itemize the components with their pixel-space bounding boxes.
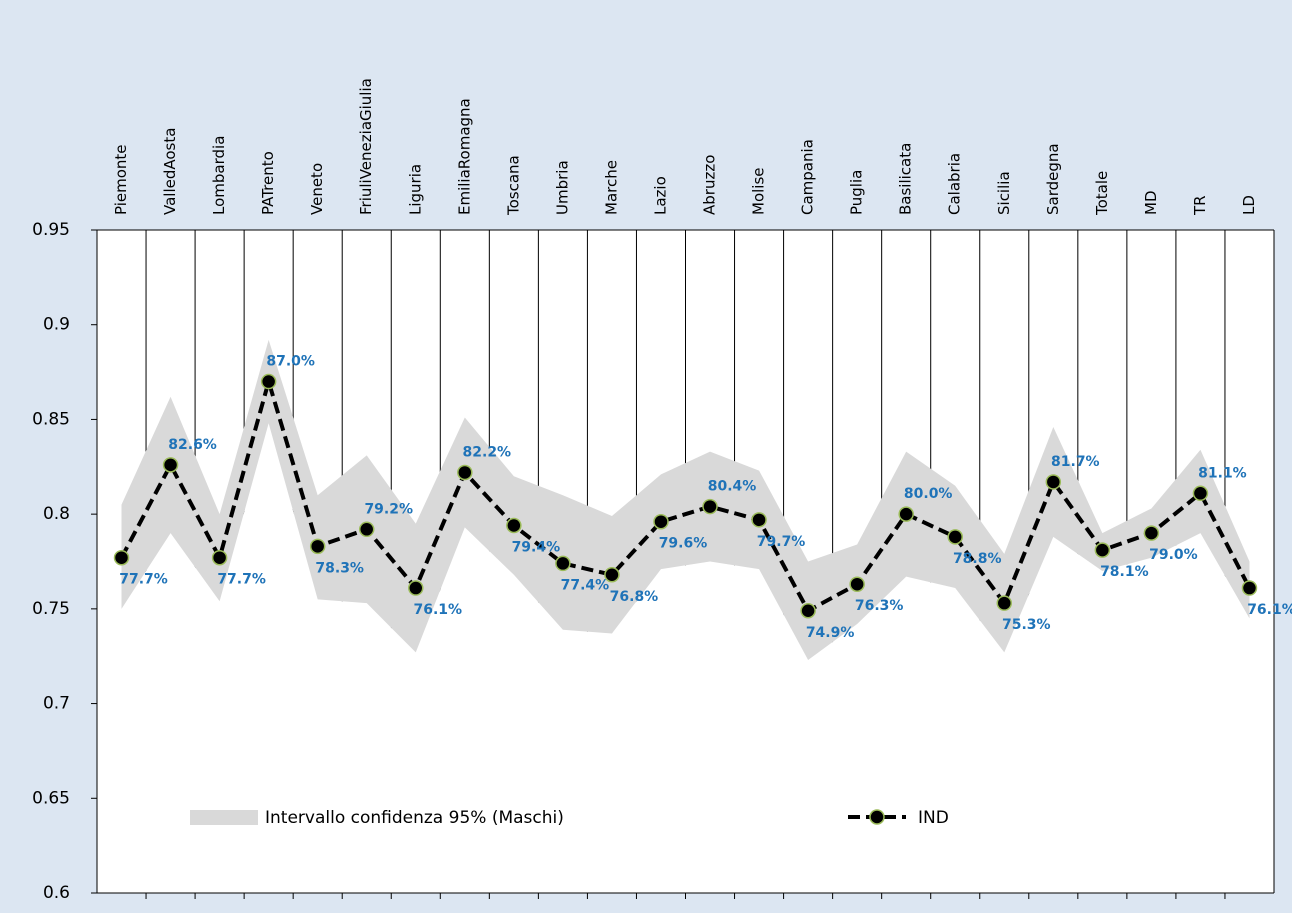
ind-line <box>119 374 1252 614</box>
ind-marker <box>211 549 228 566</box>
ind-marker <box>408 580 424 596</box>
x-tick-label: EmiliaRomagna <box>455 98 473 215</box>
chart-layer: 0.6 0.65 0.7 0.75 0.8 0.85 0.9 0.95 Piemonte Vall… <box>32 78 1292 903</box>
x-tick-label: Liguria <box>406 164 424 215</box>
value-label: 78.3% <box>315 560 364 576</box>
value-label: 78.8% <box>953 551 1002 567</box>
ind-marker <box>800 603 816 619</box>
value-label: 79.4% <box>512 540 561 556</box>
ind-marker <box>1143 525 1160 541</box>
x-tick-label: Lombardia <box>210 136 228 215</box>
y-tick-label: 0.65 <box>32 788 70 808</box>
x-tick-label: Sardegna <box>1044 143 1062 215</box>
x-tick-label: Puglia <box>848 170 866 215</box>
ind-marker <box>113 549 130 566</box>
x-tick-label: Umbria <box>553 160 571 215</box>
ind-marker <box>358 521 375 538</box>
x-tick-label: Abruzzo <box>701 155 719 215</box>
value-label: 79.0% <box>1149 547 1198 563</box>
confidence-band <box>121 339 1250 661</box>
ind-marker <box>947 529 963 545</box>
legend-marker <box>869 809 885 825</box>
ind-marker <box>653 513 669 530</box>
x-tick-label: Basilicata <box>897 143 915 215</box>
y-tick-label: 0.75 <box>32 599 70 619</box>
y-tick-label: 0.8 <box>43 504 70 524</box>
x-tick-label: Piemonte <box>112 144 130 215</box>
value-label: 76.1% <box>413 602 462 618</box>
value-label: 79.2% <box>364 501 413 517</box>
y-tick-label: 0.95 <box>32 220 70 240</box>
ind-marker <box>751 512 767 528</box>
ind-marker <box>849 576 865 592</box>
value-label: 79.7% <box>757 534 806 550</box>
legend-label: IND <box>918 808 949 828</box>
value-label: 87.0% <box>266 354 315 370</box>
value-label: 80.4% <box>708 479 757 495</box>
x-tick-label: PATrento <box>259 151 277 215</box>
x-tick-label: Veneto <box>308 163 326 215</box>
ind-marker <box>555 555 571 572</box>
value-label: 74.9% <box>806 625 855 641</box>
ind-marker <box>506 517 522 534</box>
x-tick-label: Sicilia <box>995 171 1013 215</box>
band-base <box>121 423 1250 893</box>
x-tick-label: TR <box>1191 195 1209 216</box>
ind-marker <box>702 498 718 515</box>
x-tick-label: Molise <box>750 168 768 216</box>
value-label: 81.7% <box>1051 454 1100 470</box>
ind-marker <box>1045 474 1062 490</box>
value-label: 78.1% <box>1100 564 1149 580</box>
value-label: 82.2% <box>463 444 512 460</box>
y-tick-label: 0.6 <box>43 883 70 903</box>
value-label: 79.6% <box>659 536 708 552</box>
x-tick-label: Marche <box>602 160 620 215</box>
ind-marker <box>260 373 277 390</box>
x-tick-label: Campania <box>799 139 817 215</box>
value-label: 82.6% <box>168 437 217 453</box>
ind-marker <box>1192 485 1209 502</box>
legend-label: Intervallo confidenza 95% (Maschi) <box>265 808 564 828</box>
ind-marker <box>898 506 914 522</box>
x-tick-label: Totale <box>1093 171 1111 216</box>
ind-marker <box>162 457 179 473</box>
value-label: 76.8% <box>610 589 659 605</box>
legend-swatch <box>190 810 258 825</box>
value-label: 77.7% <box>119 572 168 588</box>
x-tick-label: FriuliVeneziaGiulia <box>357 78 375 215</box>
ind-marker <box>996 595 1013 611</box>
value-label: 75.3% <box>1002 617 1051 633</box>
x-tick-label: MD <box>1142 191 1160 216</box>
x-tick-label: Toscana <box>504 155 522 216</box>
y-tick-label: 0.85 <box>32 409 70 429</box>
value-label: 80.0% <box>904 486 953 502</box>
x-tick-label: Calabria <box>946 153 964 215</box>
value-label: 76.1% <box>1247 602 1292 618</box>
value-label: 77.4% <box>561 577 610 593</box>
x-tick-label: Lazio <box>651 176 669 215</box>
y-tick-label: 0.7 <box>43 694 70 714</box>
value-label: 81.1% <box>1198 465 1247 481</box>
ind-marker <box>309 538 326 555</box>
y-tick-label: 0.9 <box>43 315 70 335</box>
ind-marker <box>604 567 620 583</box>
ind-marker <box>1094 542 1111 558</box>
ind-marker <box>1241 580 1258 596</box>
value-label: 76.3% <box>855 598 904 614</box>
x-tick-label: ValledAosta <box>161 128 179 215</box>
value-label: 77.7% <box>217 572 266 588</box>
x-tick-label: LD <box>1240 195 1258 215</box>
ind-marker <box>457 464 473 481</box>
